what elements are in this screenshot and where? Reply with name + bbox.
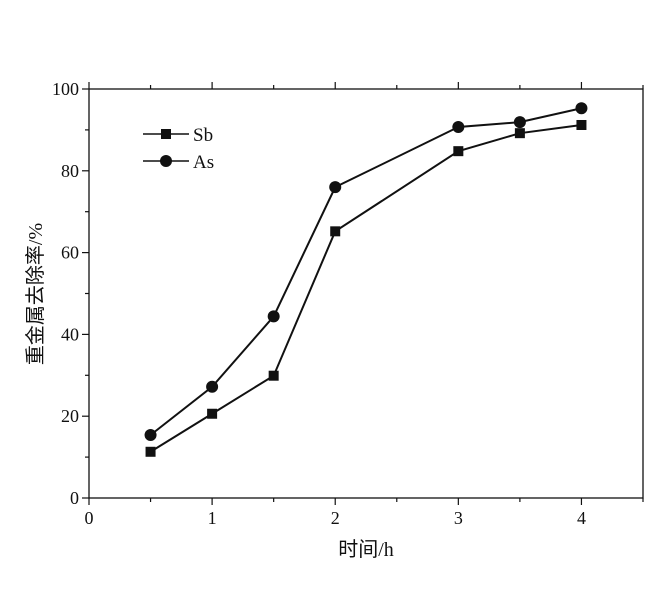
legend-label: As (193, 152, 214, 173)
x-tick-label: 4 (577, 508, 586, 528)
data-point-sb (330, 226, 341, 237)
data-point-as (575, 102, 588, 115)
legend: Sb As (143, 125, 214, 173)
y-tick-label: 80 (61, 161, 79, 181)
y-tick-label: 0 (70, 488, 79, 508)
plot-frame (88, 88, 644, 499)
x-tick-label: 1 (208, 508, 217, 528)
data-point-as (144, 429, 157, 442)
x-tick-label: 0 (85, 508, 94, 528)
legend-label: Sb (193, 125, 213, 146)
legend-marker-sb (161, 129, 171, 139)
data-point-sb (453, 146, 464, 157)
x-tick-label: 3 (454, 508, 463, 528)
y-tick-label: 20 (61, 406, 79, 426)
y-tick-label: 40 (61, 324, 79, 344)
x-tick-label: 2 (331, 508, 340, 528)
data-point-as (452, 121, 465, 134)
x-axis-label: 时间/h (338, 538, 394, 561)
y-tick-label: 100 (52, 79, 79, 99)
data-point-sb (576, 119, 587, 130)
data-point-sb (207, 408, 218, 419)
data-point-as (329, 181, 342, 194)
legend-marker-as (160, 155, 172, 167)
data-point-sb (514, 128, 525, 139)
data-point-as (513, 116, 526, 129)
data-point-as (267, 310, 280, 323)
data-point-sb (145, 446, 156, 457)
data-point-as (206, 380, 219, 393)
y-axis-label: 重金属去除率/% (24, 223, 47, 365)
data-point-sb (268, 370, 279, 381)
y-tick-label: 60 (61, 243, 79, 263)
series-line-sb (150, 124, 582, 453)
